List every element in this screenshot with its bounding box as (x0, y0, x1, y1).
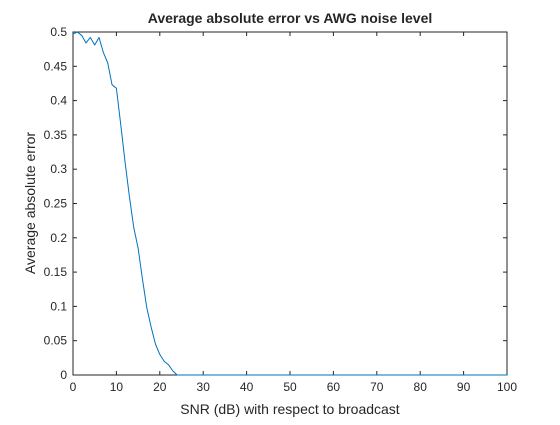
x-tick-label: 80 (414, 380, 428, 394)
y-axis-label: Average absolute error (22, 132, 38, 274)
x-tick-label: 10 (110, 380, 124, 394)
x-tick-label: 60 (327, 380, 341, 394)
y-tick-label: 0.3 (50, 162, 67, 176)
x-tick-label: 90 (457, 380, 471, 394)
y-tick-label: 0.4 (50, 94, 67, 108)
y-tick-label: 0.5 (50, 25, 67, 39)
y-tick-label: 0.25 (44, 197, 68, 211)
y-tick-label: 0.45 (44, 59, 68, 73)
x-tick-label: 40 (240, 380, 254, 394)
axes-box (72, 31, 508, 376)
y-tick-label: 0 (60, 368, 67, 382)
x-axis-label: SNR (dB) with respect to broadcast (180, 401, 400, 417)
x-tick-label: 30 (197, 380, 211, 394)
chart-title: Average absolute error vs AWG noise leve… (148, 10, 433, 26)
y-tick-label: 0.2 (50, 231, 67, 245)
x-tick-label: 70 (370, 380, 384, 394)
y-tick-label: 0.35 (44, 128, 68, 142)
x-tick-label: 20 (153, 380, 167, 394)
x-tick-label: 0 (70, 380, 77, 394)
y-tick-label: 0.1 (50, 299, 67, 313)
x-tick-label: 100 (497, 380, 517, 394)
series-line (72, 31, 507, 376)
y-tick-label: 0.05 (44, 334, 68, 348)
plot-area: 0 10 20 30 40 50 60 70 80 90 100 0 0.05 0.1 0.15 0.2 0.2… (44, 25, 518, 394)
x-tick-label: 50 (283, 380, 297, 394)
y-tick-label: 0.15 (44, 265, 68, 279)
